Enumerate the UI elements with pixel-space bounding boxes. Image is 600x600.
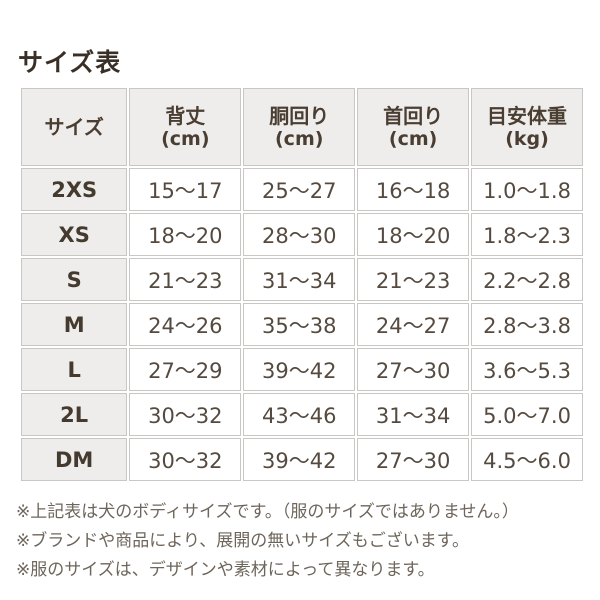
cell-chest-girth: 43〜46 <box>243 393 356 436</box>
col-header-chest-girth-unit: (cm) <box>275 127 324 150</box>
cell-chest-girth: 39〜42 <box>243 438 356 481</box>
cell-back-length: 21〜23 <box>129 258 242 301</box>
col-header-weight: 目安体重 (kg) <box>471 88 583 166</box>
cell-back-length: 30〜32 <box>129 438 242 481</box>
row-size-label: S <box>21 258 128 301</box>
cell-chest-girth: 39〜42 <box>243 348 356 391</box>
cell-weight: 1.8〜2.3 <box>471 213 583 256</box>
footnote-body-size: ※上記表は犬のボディサイズです。（服のサイズではありません。） <box>16 502 519 522</box>
table-row-m: M 24〜26 35〜38 24〜27 2.8〜3.8 <box>21 303 583 346</box>
cell-weight: 1.0〜1.8 <box>471 168 583 211</box>
table-row-2xs: 2XS 15〜17 25〜27 16〜18 1.0〜1.8 <box>21 168 583 211</box>
col-header-size: サイズ <box>21 88 128 166</box>
footnote-availability: ※ブランドや商品により、展開の無いサイズもございます。 <box>16 531 470 551</box>
col-header-chest-girth-label: 胴回り <box>269 103 330 128</box>
col-header-neck-girth: 首回り (cm) <box>357 88 470 166</box>
footnotes: ※上記表は犬のボディサイズです。（服のサイズではありません。） ※ブランドや商品… <box>16 498 591 585</box>
row-size-label: 2L <box>21 393 128 436</box>
cell-weight: 4.5〜6.0 <box>471 438 583 481</box>
table-row-xs: XS 18〜20 28〜30 18〜20 1.8〜2.3 <box>21 213 583 256</box>
col-header-weight-unit: (kg) <box>505 127 549 150</box>
row-size-label: M <box>21 303 128 346</box>
cell-weight: 5.0〜7.0 <box>471 393 583 436</box>
size-table: サイズ 背丈 (cm) 胴回り (cm) 首回り (cm) 目安体重 (kg) <box>19 86 585 483</box>
col-header-back-length-label: 背丈 <box>165 103 206 128</box>
cell-weight: 2.8〜3.8 <box>471 303 583 346</box>
cell-back-length: 24〜26 <box>129 303 242 346</box>
cell-neck-girth: 24〜27 <box>357 303 470 346</box>
cell-weight: 3.6〜5.3 <box>471 348 583 391</box>
row-size-label: 2XS <box>21 168 128 211</box>
col-header-chest-girth: 胴回り (cm) <box>243 88 356 166</box>
cell-weight: 2.2〜2.8 <box>471 258 583 301</box>
page-title: サイズ表 <box>18 47 122 77</box>
cell-neck-girth: 31〜34 <box>357 393 470 436</box>
table-row-s: S 21〜23 31〜34 21〜23 2.2〜2.8 <box>21 258 583 301</box>
cell-back-length: 30〜32 <box>129 393 242 436</box>
footnote-garment-size: ※服のサイズは、デザインや素材によって異なります。 <box>16 560 435 580</box>
col-header-neck-girth-label: 首回り <box>383 103 444 128</box>
cell-back-length: 15〜17 <box>129 168 242 211</box>
cell-neck-girth: 16〜18 <box>357 168 470 211</box>
col-header-back-length: 背丈 (cm) <box>129 88 242 166</box>
row-size-label: L <box>21 348 128 391</box>
cell-back-length: 18〜20 <box>129 213 242 256</box>
header-row: サイズ 背丈 (cm) 胴回り (cm) 首回り (cm) 目安体重 (kg) <box>21 88 583 166</box>
col-header-size-label: サイズ <box>44 115 104 139</box>
table-row-2l: 2L 30〜32 43〜46 31〜34 5.0〜7.0 <box>21 393 583 436</box>
col-header-neck-girth-unit: (cm) <box>388 127 438 150</box>
cell-chest-girth: 35〜38 <box>243 303 356 346</box>
table-row-dm: DM 30〜32 39〜42 27〜30 4.5〜6.0 <box>21 438 583 481</box>
cell-chest-girth: 25〜27 <box>243 168 356 211</box>
row-size-label: XS <box>21 213 128 256</box>
col-header-weight-label: 目安体重 <box>487 103 568 128</box>
cell-back-length: 27〜29 <box>129 348 242 391</box>
row-size-label: DM <box>21 438 128 481</box>
cell-neck-girth: 18〜20 <box>357 213 470 256</box>
cell-neck-girth: 21〜23 <box>357 258 470 301</box>
col-header-back-length-unit: (cm) <box>161 127 210 150</box>
cell-neck-girth: 27〜30 <box>357 348 470 391</box>
cell-chest-girth: 28〜30 <box>243 213 356 256</box>
table-row-l: L 27〜29 39〜42 27〜30 3.6〜5.3 <box>21 348 583 391</box>
cell-neck-girth: 27〜30 <box>357 438 470 481</box>
cell-chest-girth: 31〜34 <box>243 258 356 301</box>
